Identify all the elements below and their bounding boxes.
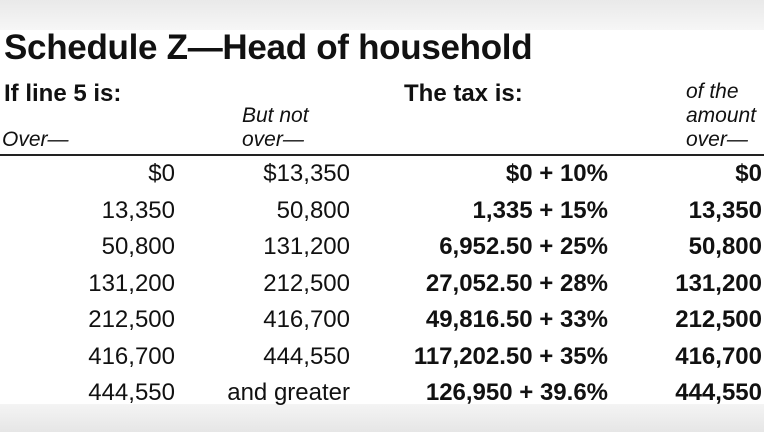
cell-not-over: 444,550	[263, 342, 350, 370]
header-of-amount-line2: amount	[686, 104, 757, 127]
table-row: 13,350 50,800 1,335 + 15% 13,350	[0, 192, 764, 229]
cell-amount-over: $0	[735, 160, 762, 187]
cell-over: $0	[148, 160, 175, 187]
bottom-background-band	[0, 404, 764, 432]
header-over: Over—	[2, 128, 69, 151]
cell-amount-over: 212,500	[675, 306, 762, 333]
cell-tax: 1,335 + 15%	[472, 196, 608, 224]
cell-over: 50,800	[101, 233, 175, 260]
cell-amount-over: 13,350	[688, 196, 762, 224]
cell-tax: 117,202.50 + 35%	[413, 342, 608, 370]
cell-tax: 49,816.50 + 33%	[425, 306, 608, 333]
cell-not-over: 212,500	[263, 269, 350, 297]
header-rule	[0, 154, 764, 156]
header-tax-is: The tax is:	[404, 80, 523, 107]
table-row: $0 $13,350 $0 + 10% $0	[0, 155, 764, 192]
schedule-rows: $0 $13,350 $0 + 10% $0 13,350 50,800 1,3…	[0, 155, 764, 411]
header-but-not-over-line2: over—	[242, 128, 304, 151]
cell-over: 212,500	[88, 306, 175, 333]
top-background-band	[0, 0, 764, 30]
header-of-amount-line3: over—	[686, 128, 748, 151]
cell-tax: 126,950 + 39.6%	[425, 379, 608, 406]
cell-amount-over: 416,700	[675, 342, 762, 370]
cell-tax: $0 + 10%	[505, 160, 608, 187]
cell-over: 13,350	[101, 196, 175, 224]
cell-over: 444,550	[88, 379, 175, 406]
cell-over: 131,200	[88, 269, 175, 297]
cell-tax: 27,052.50 + 28%	[425, 269, 608, 297]
header-of-amount-line1: of the	[686, 80, 739, 103]
cell-not-over: 131,200	[263, 233, 350, 260]
cell-over: 416,700	[88, 342, 175, 370]
header-but-not-over-line1: But not	[242, 104, 309, 127]
cell-not-over: 416,700	[263, 306, 350, 333]
cell-not-over: 50,800	[276, 196, 350, 224]
table-row: 212,500 416,700 49,816.50 + 33% 212,500	[0, 301, 764, 338]
header-if-line: If line 5 is:	[4, 80, 122, 107]
cell-not-over: and greater	[227, 379, 350, 406]
cell-amount-over: 131,200	[675, 269, 762, 297]
table-row: 50,800 131,200 6,952.50 + 25% 50,800	[0, 228, 764, 265]
cell-not-over: $13,350	[263, 160, 350, 187]
table-row: 416,700 444,550 117,202.50 + 35% 416,700	[0, 338, 764, 375]
schedule-title: Schedule Z—Head of household	[4, 28, 533, 67]
cell-amount-over: 50,800	[688, 233, 762, 260]
table-row: 444,550 and greater 126,950 + 39.6% 444,…	[0, 374, 764, 411]
table-row: 131,200 212,500 27,052.50 + 28% 131,200	[0, 265, 764, 302]
cell-tax: 6,952.50 + 25%	[439, 233, 608, 260]
cell-amount-over: 444,550	[675, 379, 762, 406]
